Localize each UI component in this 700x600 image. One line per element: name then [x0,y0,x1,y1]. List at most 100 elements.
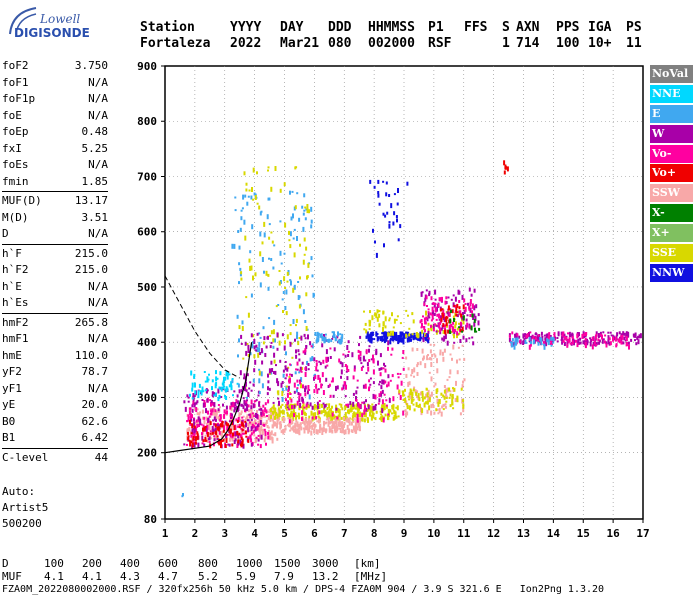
echo-point-w [299,379,301,382]
param-key: h`F2 [2,263,29,276]
echo-point-w [422,337,425,343]
echo-point-vo- [454,304,457,308]
echo-point-ssw [284,427,287,431]
echo-point-e [530,341,533,345]
echo-point-vo- [357,402,360,408]
echo-point-vo- [304,392,307,397]
echo-point-e [181,495,184,498]
echo-point-ssw [440,411,443,417]
echo-point-sse [238,325,241,330]
echo-point-vo- [228,433,231,436]
echo-point-e [296,192,299,195]
echo-point-nne [208,373,210,376]
echo-point-vo- [304,372,307,377]
echo-point-w [255,399,258,402]
echo-point-sse [378,417,381,420]
echo-point-sse [340,403,343,408]
echo-point-w [365,399,367,403]
echo-point-sse [462,403,465,407]
echo-point-vo- [240,427,243,430]
echo-point-sse [384,316,387,322]
echo-point-sse [410,389,413,392]
echo-point-w [433,313,436,316]
echo-point-vo- [301,416,303,421]
echo-point-ssw [292,429,295,433]
autoscaling-info: Auto: Artist5 500200 [2,484,48,532]
echo-point-vo- [356,379,359,382]
echo-point-ssw [276,437,279,441]
echo-point-ssw [430,404,433,409]
echo-point-vo- [508,334,511,338]
echo-point-w [598,339,601,343]
echo-point-nnw [369,179,372,184]
echo-point-vo- [342,353,345,356]
echo-point-w [468,287,471,292]
echo-point-vo- [317,374,320,380]
echo-point-ssw [210,433,213,436]
echo-point-vo- [402,350,405,354]
echo-point-ssw [422,355,425,360]
param-value: N/A [88,279,108,293]
echo-point-nnw [376,333,379,335]
echo-point-w [237,443,240,446]
param-row: D N/A [2,226,108,243]
echo-point-sse [386,405,388,409]
echo-point-sse [440,392,443,396]
echo-point-sse [351,418,354,421]
echo-point-vo- [469,299,472,304]
echo-point-e [296,335,298,340]
echo-point-e [547,339,550,344]
echo-point-sse [369,320,372,324]
echo-point-ssw [303,427,306,433]
echo-point-ssw [214,412,217,418]
legend-item: SSE [650,244,693,263]
echo-point-nne [232,394,234,397]
echo-point-vo- [595,344,598,347]
echo-point-sse [370,410,373,413]
echo-point-w [240,403,243,407]
param-separator [2,191,108,192]
echo-point-e [292,213,294,219]
echo-point-vo- [255,436,258,439]
header-row2-cell: 714 [516,36,540,51]
echo-point-ssw [424,363,427,369]
echo-point-vo- [447,329,450,334]
echo-point-w [256,413,259,419]
echo-point-w [237,434,240,439]
echo-point-sse [383,405,386,411]
y-tick-label: 80 [144,513,157,526]
echo-point-nnw [388,194,391,197]
echo-point-w [243,399,246,405]
param-value: N/A [88,158,108,171]
echo-point-vo- [387,381,390,387]
echo-point-e [310,219,313,224]
echo-point-e [282,373,285,378]
echo-point-nne [227,371,229,376]
echo-point-ssw [348,417,351,422]
echo-point-ssw [427,395,430,400]
echo-point-w [358,343,360,347]
echo-point-ssw [463,378,466,382]
echo-point-vo- [468,305,471,311]
echo-point-vo- [547,336,550,342]
echo-point-nnw [382,180,385,183]
echo-point-w [309,402,312,407]
echo-point-vo- [614,339,617,342]
echo-point-ssw [265,419,268,424]
echo-point-ssw [324,422,327,425]
param-separator [2,243,108,245]
echo-point-ssw [244,411,247,414]
echo-point-w [239,439,242,445]
echo-point-sse [371,315,374,321]
echo-point-vo- [320,383,323,389]
echo-point-w [234,402,237,406]
param-row: B1 6.42 [2,430,108,447]
echo-point-w [316,401,319,406]
echo-point-sse [326,407,329,410]
echo-point-ssw [291,419,294,425]
echo-point-x- [475,330,478,333]
echo-point-sse [308,209,310,214]
echo-point-sse [417,333,420,339]
echo-point-nne [226,374,229,380]
header-row1-cell: IGA [588,20,612,35]
